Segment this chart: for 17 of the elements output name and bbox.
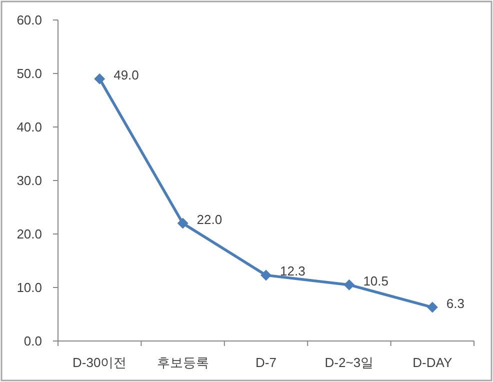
data-label: 6.3 [446, 296, 464, 311]
y-tick-label: 10.0 [16, 280, 42, 295]
y-tick-label: 0.0 [24, 334, 42, 348]
x-tick-label: D-7 [256, 355, 276, 370]
data-label: 49.0 [114, 67, 139, 82]
y-tick-label: 30.0 [16, 173, 42, 188]
data-label: 10.5 [363, 273, 389, 288]
y-tick-label: 50.0 [16, 66, 42, 81]
x-tick-label: D-2~3일 [324, 355, 374, 370]
y-tick-label: 60.0 [16, 12, 42, 28]
data-label: 12.3 [280, 264, 306, 279]
x-tick-label: 후보등록 [156, 355, 209, 370]
x-tick-label: D-30이전 [72, 355, 127, 370]
data-label: 22.0 [196, 212, 222, 227]
x-tick-label: D-DAY [412, 355, 452, 370]
y-tick-label: 40.0 [16, 120, 42, 134]
y-tick-label: 20.0 [16, 226, 42, 242]
